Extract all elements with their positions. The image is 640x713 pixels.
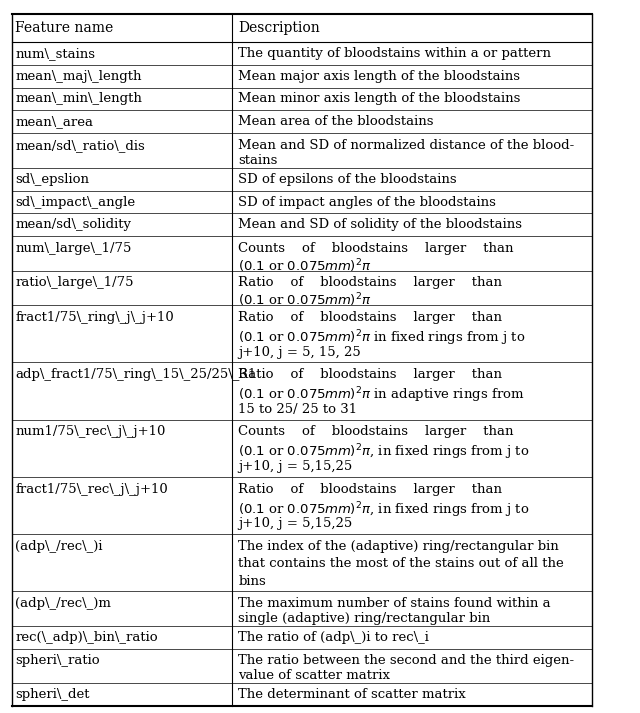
Text: bins: bins xyxy=(239,575,266,588)
Text: Mean major axis length of the bloodstains: Mean major axis length of the bloodstain… xyxy=(239,70,520,83)
Text: mean/sd\_solidity: mean/sd\_solidity xyxy=(15,218,131,232)
Text: mean\_maj\_length: mean\_maj\_length xyxy=(15,70,141,83)
Text: Ratio    of    bloodstains    larger    than: Ratio of bloodstains larger than xyxy=(239,368,502,381)
Text: Ratio    of    bloodstains    larger    than: Ratio of bloodstains larger than xyxy=(239,277,502,289)
Text: (adp\_/rec\_)i: (adp\_/rec\_)i xyxy=(15,540,102,553)
Text: Mean and SD of normalized distance of the blood-: Mean and SD of normalized distance of th… xyxy=(239,139,575,152)
Text: Mean area of the bloodstains: Mean area of the bloodstains xyxy=(239,116,434,128)
Text: mean\_min\_length: mean\_min\_length xyxy=(15,93,142,106)
Text: The determinant of scatter matrix: The determinant of scatter matrix xyxy=(239,688,466,701)
Text: 15 to 25/ 25 to 31: 15 to 25/ 25 to 31 xyxy=(239,403,358,416)
Text: spheri\_ratio: spheri\_ratio xyxy=(15,655,100,667)
Text: that contains the most of the stains out of all the: that contains the most of the stains out… xyxy=(239,557,564,570)
Text: The index of the (adaptive) ring/rectangular bin: The index of the (adaptive) ring/rectang… xyxy=(239,540,559,553)
Text: j+10, j = 5,15,25: j+10, j = 5,15,25 xyxy=(239,460,353,473)
Text: j+10, j = 5, 15, 25: j+10, j = 5, 15, 25 xyxy=(239,346,361,359)
Text: fract1/75\_ring\_j\_j+10: fract1/75\_ring\_j\_j+10 xyxy=(15,311,174,324)
Text: Ratio    of    bloodstains    larger    than: Ratio of bloodstains larger than xyxy=(239,483,502,496)
Text: $(0.1$ or $0.075mm)^2\pi$: $(0.1$ or $0.075mm)^2\pi$ xyxy=(239,257,372,275)
Text: spheri\_det: spheri\_det xyxy=(15,688,90,701)
Text: Counts    of    bloodstains    larger    than: Counts of bloodstains larger than xyxy=(239,426,514,438)
Text: $(0.1$ or $0.075mm)^2\pi$ in adaptive rings from: $(0.1$ or $0.075mm)^2\pi$ in adaptive ri… xyxy=(239,386,525,405)
Text: Ratio    of    bloodstains    larger    than: Ratio of bloodstains larger than xyxy=(239,311,502,324)
Text: stains: stains xyxy=(239,154,278,167)
Text: Feature name: Feature name xyxy=(15,21,113,35)
Text: $(0.1$ or $0.075mm)^2\pi$, in fixed rings from j to: $(0.1$ or $0.075mm)^2\pi$, in fixed ring… xyxy=(239,500,530,520)
Text: Description: Description xyxy=(239,21,320,35)
Text: adp\_fract1/75\_ring\_15\_25/25\_31: adp\_fract1/75\_ring\_15\_25/25\_31 xyxy=(15,368,257,381)
Text: num\_large\_1/75: num\_large\_1/75 xyxy=(15,242,131,255)
Text: SD of impact angles of the bloodstains: SD of impact angles of the bloodstains xyxy=(239,195,496,208)
Text: Mean minor axis length of the bloodstains: Mean minor axis length of the bloodstain… xyxy=(239,93,521,106)
Text: $(0.1$ or $0.075mm)^2\pi$: $(0.1$ or $0.075mm)^2\pi$ xyxy=(239,292,372,309)
Text: num\_stains: num\_stains xyxy=(15,46,95,60)
Text: single (adaptive) ring/rectangular bin: single (adaptive) ring/rectangular bin xyxy=(239,612,491,625)
Text: ratio\_large\_1/75: ratio\_large\_1/75 xyxy=(15,277,134,289)
Text: j+10, j = 5,15,25: j+10, j = 5,15,25 xyxy=(239,517,353,530)
Text: mean/sd\_ratio\_dis: mean/sd\_ratio\_dis xyxy=(15,139,145,152)
Text: The maximum number of stains found within a: The maximum number of stains found withi… xyxy=(239,597,551,610)
Bar xyxy=(12,14,592,42)
Text: mean\_area: mean\_area xyxy=(15,116,93,128)
Text: sd\_epslion: sd\_epslion xyxy=(15,173,89,185)
Text: sd\_impact\_angle: sd\_impact\_angle xyxy=(15,195,135,208)
Text: SD of epsilons of the bloodstains: SD of epsilons of the bloodstains xyxy=(239,173,457,185)
Text: The ratio of (adp\_)i to rec\_i: The ratio of (adp\_)i to rec\_i xyxy=(239,631,429,644)
Text: fract1/75\_rec\_j\_j+10: fract1/75\_rec\_j\_j+10 xyxy=(15,483,168,496)
Text: value of scatter matrix: value of scatter matrix xyxy=(239,670,390,682)
Text: num1/75\_rec\_j\_j+10: num1/75\_rec\_j\_j+10 xyxy=(15,426,166,438)
Text: $(0.1$ or $0.075mm)^2\pi$, in fixed rings from j to: $(0.1$ or $0.075mm)^2\pi$, in fixed ring… xyxy=(239,443,530,462)
Text: $(0.1$ or $0.075mm)^2\pi$ in fixed rings from j to: $(0.1$ or $0.075mm)^2\pi$ in fixed rings… xyxy=(239,328,526,348)
Text: The ratio between the second and the third eigen-: The ratio between the second and the thi… xyxy=(239,655,575,667)
Text: rec(\_adp)\_bin\_ratio: rec(\_adp)\_bin\_ratio xyxy=(15,631,157,644)
Text: (adp\_/rec\_)m: (adp\_/rec\_)m xyxy=(15,597,111,610)
Text: Mean and SD of solidity of the bloodstains: Mean and SD of solidity of the bloodstai… xyxy=(239,218,522,232)
Text: The quantity of bloodstains within a or pattern: The quantity of bloodstains within a or … xyxy=(239,46,552,60)
Text: Counts    of    bloodstains    larger    than: Counts of bloodstains larger than xyxy=(239,242,514,255)
